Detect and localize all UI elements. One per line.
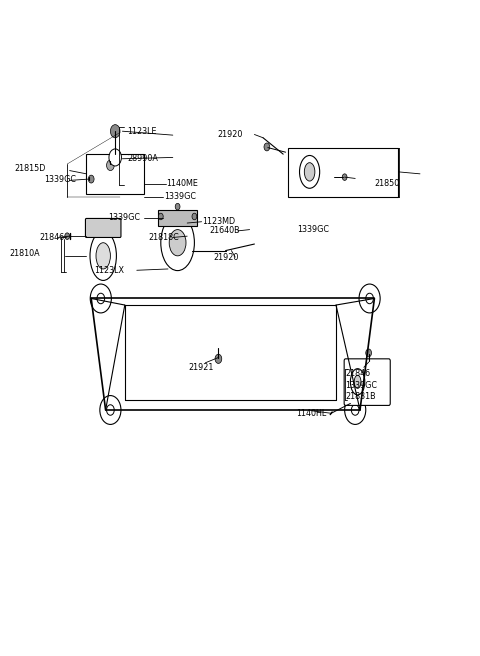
Text: 1339GC: 1339GC xyxy=(298,225,330,234)
Circle shape xyxy=(351,405,359,415)
Text: 21921: 21921 xyxy=(188,363,214,372)
Circle shape xyxy=(97,293,105,304)
Text: 21640B: 21640B xyxy=(210,226,240,236)
Ellipse shape xyxy=(350,369,365,395)
Circle shape xyxy=(215,354,222,363)
Text: 1123MD: 1123MD xyxy=(203,217,236,226)
Circle shape xyxy=(158,213,163,220)
Ellipse shape xyxy=(304,163,315,181)
Ellipse shape xyxy=(300,155,320,188)
Text: 28990A: 28990A xyxy=(127,154,158,163)
Text: 21920: 21920 xyxy=(214,253,239,262)
Circle shape xyxy=(88,175,94,183)
Circle shape xyxy=(366,293,373,304)
Text: 1339GC: 1339GC xyxy=(108,213,140,222)
Circle shape xyxy=(107,160,114,171)
Circle shape xyxy=(107,405,114,415)
Text: 1123LE: 1123LE xyxy=(127,127,156,136)
FancyBboxPatch shape xyxy=(344,359,390,405)
Text: 1339GC: 1339GC xyxy=(164,192,196,201)
Ellipse shape xyxy=(96,243,110,269)
Bar xyxy=(158,210,197,226)
Text: 21846: 21846 xyxy=(346,369,371,379)
Circle shape xyxy=(366,349,372,357)
Text: 1140ME: 1140ME xyxy=(167,179,198,188)
Text: 21920: 21920 xyxy=(217,130,243,139)
Circle shape xyxy=(110,125,120,138)
FancyBboxPatch shape xyxy=(85,218,121,237)
Bar xyxy=(288,148,398,197)
Text: 1339GC: 1339GC xyxy=(346,381,378,390)
Circle shape xyxy=(109,149,121,166)
Circle shape xyxy=(264,143,270,151)
Ellipse shape xyxy=(169,230,186,256)
Text: 21850: 21850 xyxy=(374,179,400,188)
Text: 1140HL: 1140HL xyxy=(297,409,327,418)
Text: 21846: 21846 xyxy=(39,233,64,242)
Text: 21831B: 21831B xyxy=(346,392,376,401)
Text: 21818C: 21818C xyxy=(149,233,180,242)
Ellipse shape xyxy=(161,215,194,270)
Text: 1123LX: 1123LX xyxy=(95,266,125,275)
Text: 21810A: 21810A xyxy=(10,249,40,258)
Circle shape xyxy=(175,203,180,210)
Circle shape xyxy=(192,213,197,220)
Circle shape xyxy=(342,174,347,180)
Ellipse shape xyxy=(90,232,117,281)
Ellipse shape xyxy=(354,375,361,388)
Bar xyxy=(86,154,144,194)
Circle shape xyxy=(65,233,70,239)
Text: 21815D: 21815D xyxy=(14,164,46,173)
Text: 1339GC: 1339GC xyxy=(45,175,77,184)
